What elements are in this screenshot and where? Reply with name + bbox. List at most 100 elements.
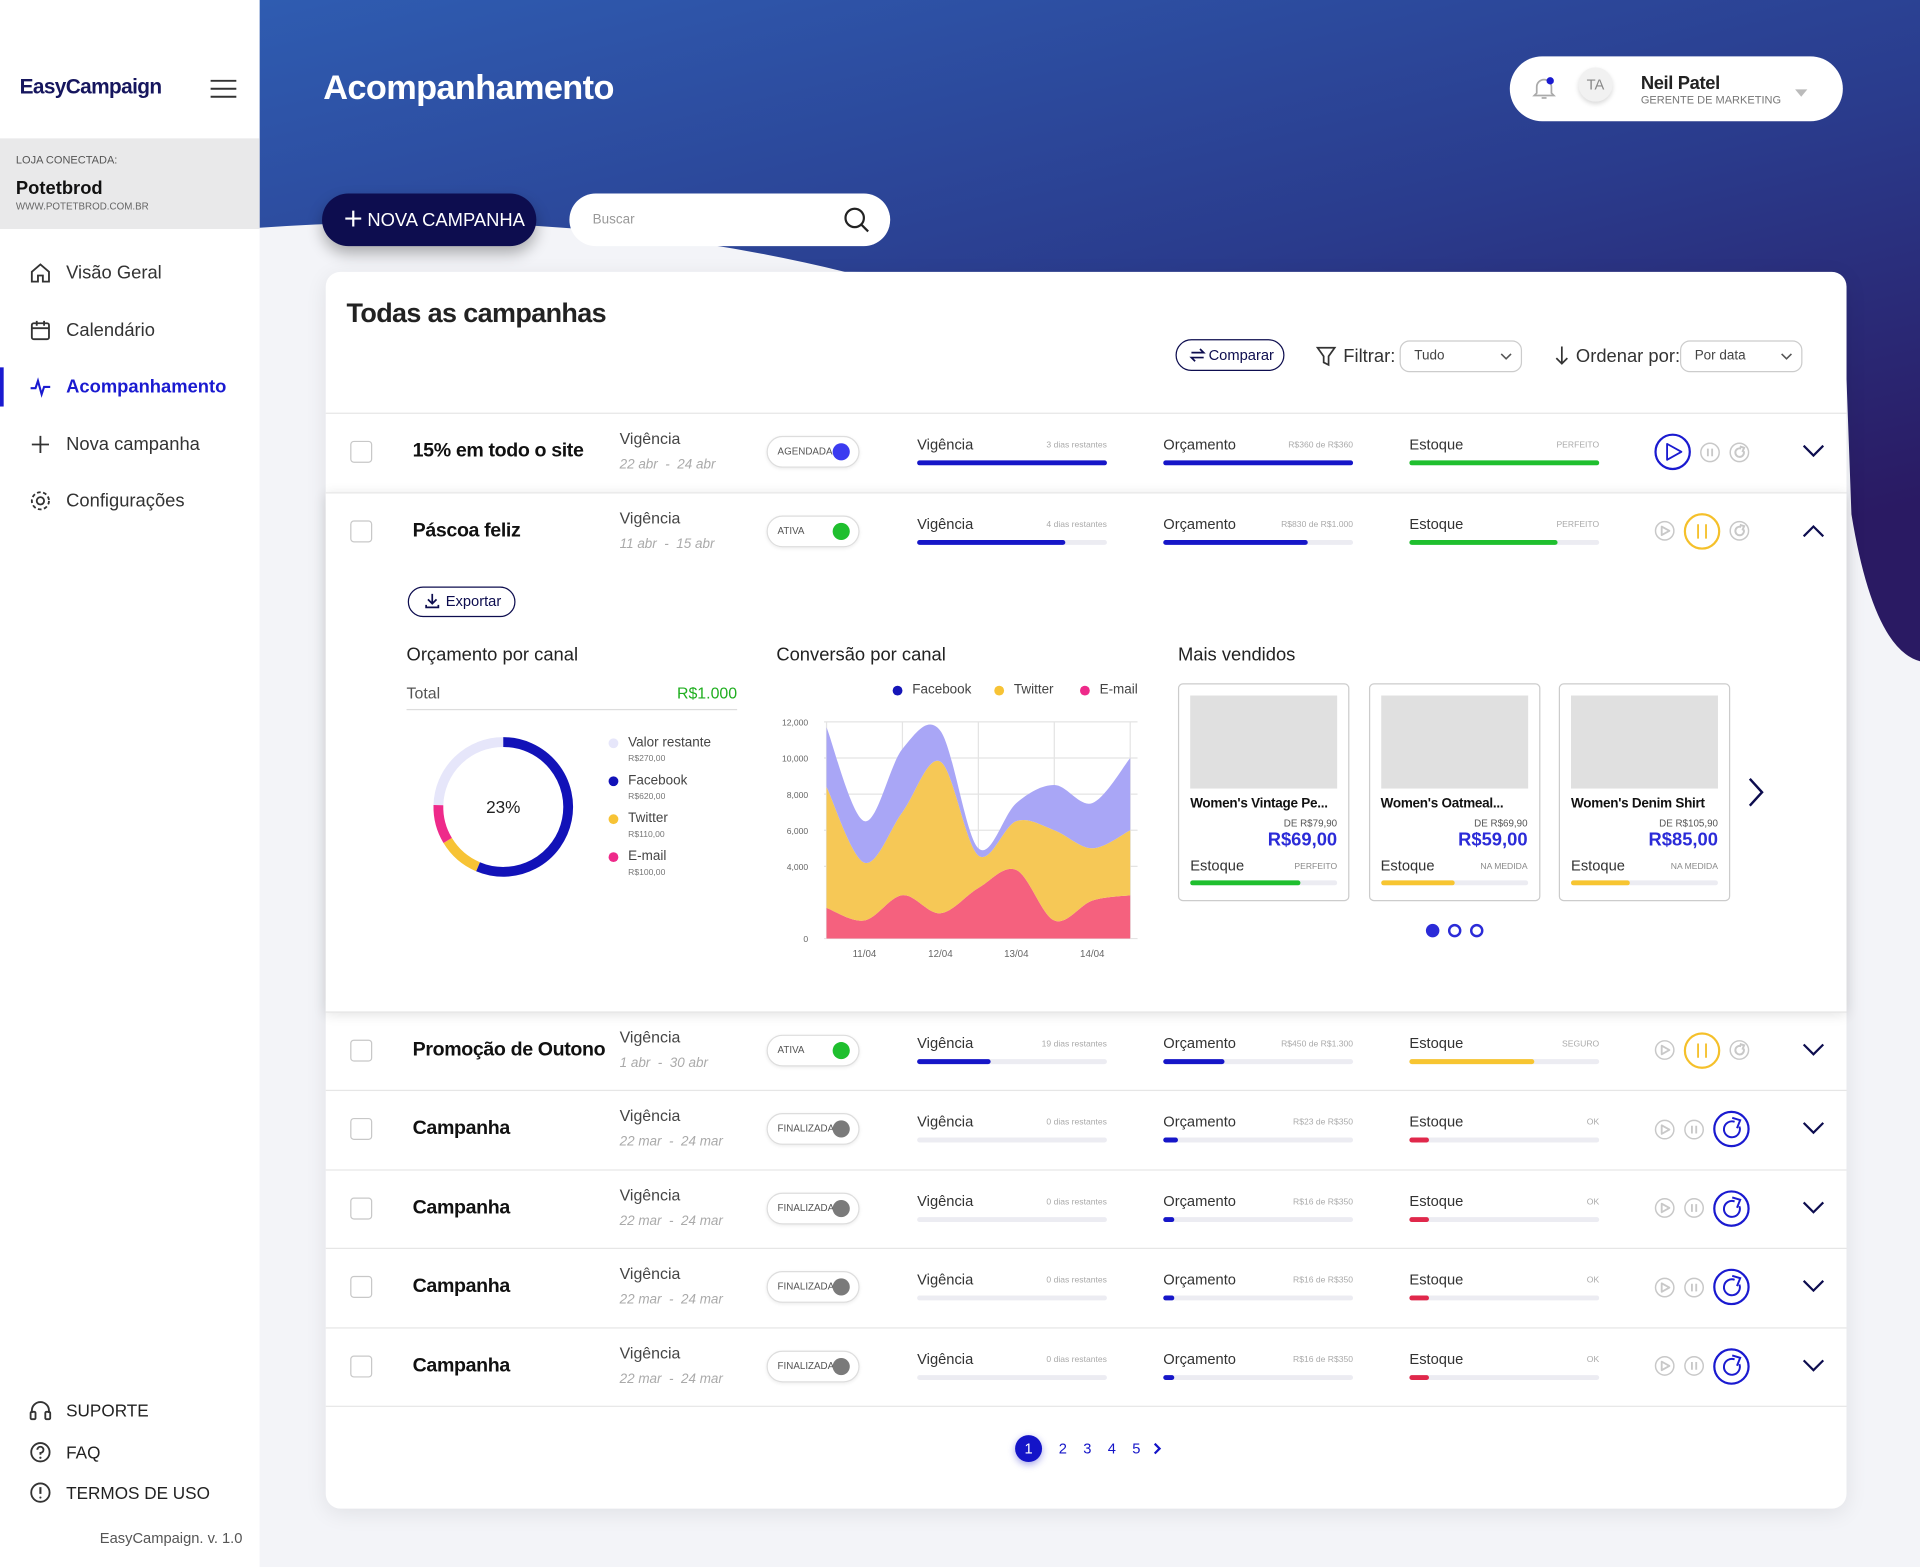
- search-box[interactable]: [569, 193, 891, 247]
- carousel-dot[interactable]: [1469, 923, 1484, 938]
- expand-chevron[interactable]: [1802, 1280, 1825, 1293]
- status-pill[interactable]: [766, 1271, 860, 1303]
- replay-button[interactable]: [1713, 1268, 1750, 1306]
- page-link[interactable]: 1: [1024, 1440, 1033, 1458]
- play-button[interactable]: [1654, 1040, 1675, 1061]
- status-pill[interactable]: [766, 1034, 860, 1066]
- search-placeholder: Buscar: [592, 212, 635, 228]
- menu-icon[interactable]: [210, 79, 237, 98]
- play-button[interactable]: [1654, 433, 1691, 471]
- sidebar: [0, 0, 260, 1567]
- replay-button[interactable]: [1713, 1347, 1750, 1385]
- status-label: ATIVA: [777, 524, 805, 536]
- footer-link[interactable]: SUPORTE: [66, 1400, 149, 1421]
- row-checkbox[interactable]: [350, 1117, 373, 1140]
- nav-item[interactable]: Acompanhamento: [66, 376, 227, 398]
- pause-button[interactable]: [1684, 1277, 1705, 1298]
- metric-note: OK: [1586, 1276, 1600, 1286]
- bell-icon[interactable]: [1532, 76, 1556, 100]
- replay-button[interactable]: [1729, 1040, 1750, 1061]
- status-pill[interactable]: [766, 514, 860, 547]
- campaign-name: Campanha: [412, 1275, 511, 1297]
- carousel-dot[interactable]: [1425, 923, 1440, 938]
- nav-item[interactable]: Configurações: [66, 490, 185, 512]
- play-button[interactable]: [1654, 1198, 1675, 1219]
- legend-dot: [1080, 685, 1090, 695]
- play-button[interactable]: [1654, 1356, 1675, 1377]
- metric-bar: [1163, 1295, 1175, 1301]
- expand-chevron[interactable]: [1802, 1122, 1825, 1135]
- product-name: Women's Oatmeal...: [1380, 795, 1504, 811]
- replay-button[interactable]: [1713, 1189, 1750, 1227]
- nav-icon: [30, 320, 50, 341]
- pause-button[interactable]: [1683, 1031, 1721, 1069]
- export-button[interactable]: [407, 585, 516, 617]
- metric-note: 0 dias restantes: [1046, 1355, 1107, 1365]
- metric-label: Estoque: [1409, 1192, 1464, 1210]
- caret-icon[interactable]: [1795, 89, 1808, 97]
- status-pill[interactable]: [766, 1192, 860, 1224]
- play-button[interactable]: [1654, 520, 1675, 541]
- status-pill[interactable]: [766, 1113, 860, 1145]
- pause-button[interactable]: [1700, 441, 1721, 462]
- legend-dot: [608, 851, 619, 862]
- metric-bar: [1409, 539, 1558, 545]
- metric-label: Estoque: [1409, 1350, 1464, 1368]
- page-link[interactable]: 4: [1107, 1440, 1116, 1458]
- carousel-next[interactable]: [1748, 777, 1764, 806]
- sort-select[interactable]: [1680, 340, 1803, 373]
- replay-button[interactable]: [1713, 1110, 1750, 1148]
- pause-button[interactable]: [1684, 1198, 1705, 1219]
- page-link[interactable]: 3: [1083, 1440, 1092, 1458]
- expand-chevron[interactable]: [1802, 1043, 1825, 1056]
- new-campaign-button[interactable]: [322, 193, 537, 247]
- expand-chevron[interactable]: [1802, 1201, 1825, 1214]
- row-checkbox[interactable]: [350, 1354, 373, 1377]
- legend-label: Facebook: [912, 682, 972, 697]
- row-divider: [325, 1010, 1847, 1013]
- metric-track: [1409, 1374, 1600, 1380]
- user-menu[interactable]: [1509, 56, 1843, 122]
- pause-button[interactable]: [1683, 512, 1721, 550]
- filter-select[interactable]: [1399, 340, 1523, 373]
- compare-button[interactable]: [1175, 339, 1285, 372]
- nav-item[interactable]: Visão Geral: [66, 262, 162, 284]
- nav-item[interactable]: Nova campanha: [66, 434, 200, 455]
- status-pill[interactable]: [766, 435, 860, 468]
- page-link[interactable]: 5: [1132, 1440, 1141, 1458]
- row-divider: [325, 1405, 1847, 1407]
- legend-dot: [608, 813, 619, 824]
- play-button[interactable]: [1654, 1119, 1675, 1140]
- row-checkbox[interactable]: [350, 440, 373, 463]
- metric-track: [917, 1137, 1107, 1143]
- nav-item[interactable]: Calendário: [66, 320, 155, 342]
- status-dot: [832, 1041, 850, 1059]
- chart-title: Orçamento por canal: [406, 644, 579, 665]
- legend-dot: [994, 685, 1005, 695]
- legend-value: R$110,00: [628, 830, 665, 839]
- row-checkbox[interactable]: [350, 1275, 373, 1298]
- collapse-chevron[interactable]: [1802, 523, 1825, 537]
- expand-chevron[interactable]: [1802, 1359, 1825, 1372]
- footer-link[interactable]: TERMOS DE USO: [66, 1482, 210, 1503]
- pause-button[interactable]: [1684, 1356, 1705, 1377]
- metric-label: Estoque: [1409, 435, 1464, 454]
- stock-label: Estoque: [1571, 856, 1625, 874]
- pause-button[interactable]: [1684, 1119, 1705, 1140]
- status-pill[interactable]: [766, 1350, 860, 1382]
- store-box: [0, 138, 260, 229]
- search-icon[interactable]: [844, 207, 871, 234]
- page-link[interactable]: 2: [1058, 1440, 1067, 1458]
- expand-chevron[interactable]: [1802, 444, 1825, 458]
- footer-link[interactable]: FAQ: [66, 1442, 101, 1463]
- next-page[interactable]: [1153, 1442, 1162, 1455]
- row-checkbox[interactable]: [350, 1196, 373, 1219]
- status-dot: [832, 1120, 850, 1138]
- row-checkbox[interactable]: [350, 519, 373, 542]
- row-checkbox[interactable]: [350, 1038, 373, 1062]
- replay-button[interactable]: [1729, 441, 1750, 462]
- carousel-dot[interactable]: [1447, 923, 1462, 938]
- play-button[interactable]: [1654, 1277, 1675, 1298]
- replay-button[interactable]: [1729, 520, 1750, 541]
